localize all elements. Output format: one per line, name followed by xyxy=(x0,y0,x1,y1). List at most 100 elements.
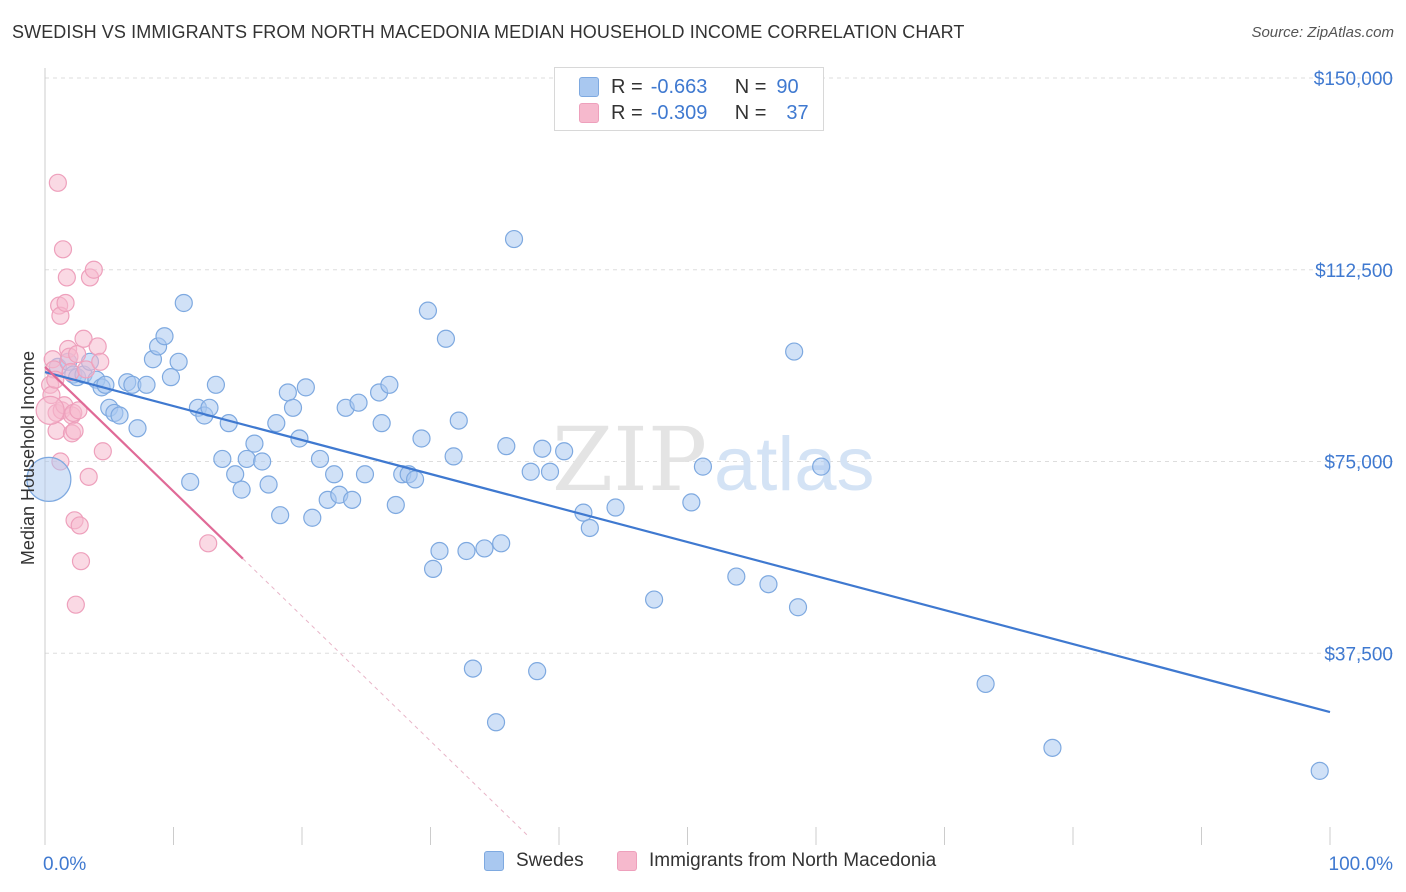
swedes-point xyxy=(449,411,468,430)
watermark-atlas: atlas xyxy=(714,422,875,507)
swedes-point xyxy=(463,659,483,678)
north-macedonia-point xyxy=(57,268,76,287)
swedes-point xyxy=(533,439,552,458)
legend-r-value: -0.309 xyxy=(650,101,708,124)
series-legend: Swedes Immigrants from North Macedonia xyxy=(0,850,1406,878)
swedes-point xyxy=(137,375,156,394)
swedes-point xyxy=(169,352,188,371)
axes xyxy=(44,68,1331,845)
data-points xyxy=(26,173,1329,780)
north-macedonia-point xyxy=(77,360,96,379)
series-legend-north-macedonia[interactable]: Immigrants from North Macedonia xyxy=(617,850,936,872)
swedes-point xyxy=(405,470,425,489)
north-macedonia-point xyxy=(56,293,75,313)
swedes-point xyxy=(504,229,524,249)
swedes-point xyxy=(412,429,431,448)
legend-n-value: 90 xyxy=(776,75,799,98)
swedes-point xyxy=(444,447,463,466)
watermark-zip: ZIP xyxy=(552,408,707,511)
legend-row-north-macedonia: R = -0.309 N = 37 xyxy=(579,100,809,126)
swedes-point xyxy=(349,393,368,412)
swedes-point xyxy=(492,534,511,553)
swedes-trend-line xyxy=(44,370,1331,714)
swedes-point xyxy=(580,518,599,538)
swedes-point xyxy=(423,559,443,578)
swedes-point xyxy=(682,493,701,512)
legend-swatch-north-macedonia xyxy=(579,103,599,123)
north-macedonia-point xyxy=(48,173,67,192)
series-legend-swedes[interactable]: Swedes xyxy=(484,850,584,872)
swedes-point xyxy=(430,541,449,561)
swedes-point xyxy=(325,465,344,484)
swedes-point xyxy=(812,457,831,476)
swedes-point xyxy=(245,434,264,453)
trend-lines xyxy=(44,366,1331,836)
grid-lines xyxy=(45,77,1393,654)
watermark: ZIP atlas xyxy=(552,408,875,511)
north-macedonia-point xyxy=(84,260,103,279)
swedes-point xyxy=(155,327,174,346)
legend-r-label: R = xyxy=(611,75,643,98)
swedes-point xyxy=(1043,738,1062,757)
swedes-point xyxy=(976,674,995,694)
chart-title: SWEDISH VS IMMIGRANTS FROM NORTH MACEDON… xyxy=(12,22,965,42)
swedes-point xyxy=(161,368,181,387)
north-macedonia-point xyxy=(69,401,88,420)
swedes-point xyxy=(540,462,560,481)
swedes-point xyxy=(226,465,245,484)
legend-r-value: -0.663 xyxy=(650,75,708,98)
swedes-point xyxy=(181,472,200,492)
swedes-point xyxy=(606,498,625,517)
north-macedonia-point xyxy=(65,421,84,440)
swedes-point xyxy=(418,301,438,320)
swedes-point xyxy=(727,567,746,586)
north-macedonia-point-large xyxy=(35,395,65,425)
north-macedonia-point xyxy=(88,337,107,356)
source-credit: Source: ZipAtlas.com xyxy=(1251,24,1394,41)
swedes-point xyxy=(267,414,286,433)
x-tick-label: 100.0% xyxy=(1329,854,1394,875)
legend-n-label: N = xyxy=(734,101,767,124)
swedes-point xyxy=(372,414,391,433)
correlation-legend: R = -0.663 N = 90 R = -0.309 N = 37 xyxy=(554,67,824,131)
series-swatch-north-macedonia xyxy=(617,851,637,871)
north-macedonia-point xyxy=(53,240,73,259)
swedes-point xyxy=(355,465,375,484)
swedes-point xyxy=(232,480,251,499)
swedes-point xyxy=(213,449,232,469)
swedes-point xyxy=(310,449,330,469)
swedes-point xyxy=(521,462,540,481)
north-macedonia-point xyxy=(71,552,91,571)
swedes-point xyxy=(96,375,115,394)
swedes-point xyxy=(237,449,256,469)
y-tick-label: $75,000 xyxy=(1324,453,1393,474)
swedes-point xyxy=(343,490,362,509)
swedes-point xyxy=(283,398,303,417)
north-macedonia-point xyxy=(68,345,87,364)
swedes-point xyxy=(259,475,278,494)
swedes-point xyxy=(1310,761,1329,780)
swedes-point xyxy=(380,375,399,394)
swedes-point xyxy=(759,575,778,594)
swedes-point-large xyxy=(26,456,72,502)
swedes-point xyxy=(296,378,315,397)
swedes-point xyxy=(303,508,322,527)
y-axis-label: Median Household Income xyxy=(18,351,38,565)
north-macedonia-point xyxy=(199,534,218,553)
swedes-point xyxy=(271,506,290,525)
swedes-point xyxy=(528,662,547,681)
swedes-point xyxy=(174,293,193,313)
y-tick-label: $37,500 xyxy=(1324,644,1393,665)
north-macedonia-trend-extension xyxy=(242,558,528,836)
swedes-point xyxy=(278,383,297,402)
swedes-point xyxy=(475,539,494,558)
swedes-point xyxy=(206,375,226,394)
series-swatch-swedes xyxy=(484,851,504,871)
swedes-point xyxy=(486,713,506,732)
swedes-point xyxy=(128,419,147,438)
swedes-point xyxy=(110,406,129,425)
north-macedonia-trend-line xyxy=(44,366,244,560)
north-macedonia-point xyxy=(66,595,85,614)
legend-n-label: N = xyxy=(734,75,767,98)
